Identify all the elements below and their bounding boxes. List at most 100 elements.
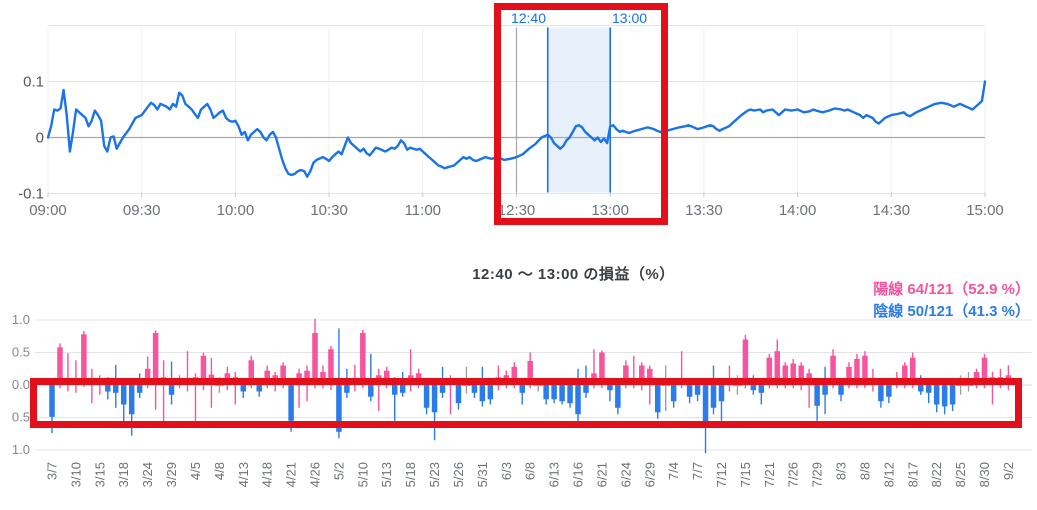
candle-body bbox=[654, 385, 661, 413]
candle-body bbox=[487, 385, 494, 400]
x-tick-label: 5/31 bbox=[475, 462, 490, 487]
y-tick-label: 1.0 bbox=[12, 312, 30, 327]
candle-body bbox=[702, 385, 709, 428]
candle-body bbox=[830, 355, 836, 385]
candle-body bbox=[248, 360, 254, 385]
candle-body bbox=[105, 385, 111, 392]
candle-body bbox=[941, 385, 948, 407]
candle-body bbox=[344, 385, 350, 393]
candle-body bbox=[910, 357, 916, 385]
candle-body bbox=[455, 385, 462, 404]
candle-body bbox=[320, 372, 326, 385]
x-tick-label: 3/15 bbox=[92, 462, 107, 487]
profit-line-series bbox=[46, 80, 987, 178]
x-tick-label: 3/29 bbox=[164, 462, 179, 487]
x-tick-label: 4/21 bbox=[284, 462, 299, 487]
candle-body bbox=[256, 385, 262, 392]
candle-body bbox=[168, 385, 175, 395]
candle-body bbox=[160, 377, 167, 385]
x-tick-label: 3/7 bbox=[45, 462, 60, 480]
candle-body bbox=[670, 385, 677, 402]
candle-body bbox=[607, 385, 613, 391]
y-tick-label: 0.5 bbox=[12, 345, 30, 360]
y-tick-label: 1.0 bbox=[12, 442, 30, 457]
candle-body bbox=[383, 370, 390, 385]
x-tick-label: 9/2 bbox=[1001, 462, 1016, 480]
x-tick-label: 7/7 bbox=[690, 462, 705, 480]
candle-body bbox=[519, 385, 525, 393]
x-tick-label: 7/26 bbox=[786, 462, 801, 487]
x-tick-label: 5/13 bbox=[379, 462, 394, 487]
candle-body bbox=[878, 385, 884, 402]
x-tick-label: 14:00 bbox=[779, 202, 817, 219]
candle-body bbox=[376, 375, 382, 385]
candle-legend: 陽線 64/121（52.9 %） 陰線 50/121（41.3 %） bbox=[873, 279, 1030, 323]
x-tick-label: 11:00 bbox=[405, 202, 441, 219]
candle-body bbox=[200, 355, 207, 385]
x-tick-label: 13:30 bbox=[685, 202, 723, 219]
candle-body bbox=[479, 385, 486, 402]
candle-body bbox=[543, 385, 549, 400]
x-tick-label: 5/10 bbox=[355, 462, 370, 487]
candle-body bbox=[766, 357, 773, 385]
x-tick-label: 5/26 bbox=[451, 462, 466, 487]
candle-body bbox=[503, 375, 510, 385]
x-tick-label: 6/21 bbox=[594, 462, 609, 487]
selection-band[interactable] bbox=[547, 27, 611, 193]
candle-body bbox=[678, 381, 685, 385]
x-tick-label: 4/13 bbox=[236, 462, 251, 487]
candle-body bbox=[726, 381, 733, 385]
candle-body bbox=[718, 385, 725, 402]
candle-body bbox=[1005, 375, 1012, 385]
y-tick-label: 0 bbox=[36, 130, 44, 147]
candle-body bbox=[623, 365, 629, 385]
candle-body bbox=[240, 385, 247, 392]
x-tick-label: 3/24 bbox=[140, 462, 155, 487]
candle-body bbox=[806, 373, 812, 385]
candle-body bbox=[81, 334, 87, 385]
candle-body bbox=[989, 377, 996, 385]
candle-body bbox=[328, 349, 334, 385]
candle-body bbox=[567, 385, 573, 404]
candle-body bbox=[894, 378, 900, 385]
candle-body bbox=[391, 385, 398, 395]
candle-body bbox=[471, 385, 478, 393]
x-tick-label: 6/24 bbox=[618, 462, 633, 487]
selection-start-label: 12:40 bbox=[510, 10, 546, 26]
x-tick-label: 6/13 bbox=[547, 462, 562, 487]
candle-body bbox=[846, 366, 852, 385]
candle-body bbox=[854, 359, 860, 385]
candle-body bbox=[710, 385, 717, 408]
candle-body bbox=[89, 381, 95, 385]
candle-body bbox=[838, 385, 844, 395]
candle-body bbox=[686, 385, 693, 397]
candle-body bbox=[902, 365, 908, 385]
candle-body bbox=[997, 377, 1004, 385]
candle-body bbox=[192, 377, 199, 385]
candle-body bbox=[49, 385, 55, 417]
x-tick-label: 7/15 bbox=[738, 462, 753, 487]
candle-body bbox=[527, 360, 533, 385]
daily-profit-candle-chart[interactable]: 1.0 0.5 0.0 0.5 1.0 3/7 3/10 3/15 3/18 3/24 3/29 4/… bbox=[0, 300, 1037, 510]
intraday-line-chart[interactable]: 09:00 09:30 10:00 10:30 11:00 12:30 13:00 13:30… bbox=[0, 0, 1037, 230]
x-tick-label: 7/29 bbox=[810, 462, 825, 487]
candle-body bbox=[312, 333, 318, 385]
x-tick-label: 4/5 bbox=[188, 462, 203, 480]
legend-up-entry: 陽線 64/121（52.9 %） bbox=[873, 281, 1030, 298]
candle-body bbox=[758, 385, 765, 393]
x-tick-label: 4/26 bbox=[308, 462, 323, 487]
x-tick-label: 15:00 bbox=[966, 202, 1004, 219]
candle-body bbox=[113, 385, 119, 393]
candle-body bbox=[814, 385, 820, 406]
candle-body bbox=[184, 378, 191, 385]
x-tick-label: 4/18 bbox=[260, 462, 275, 487]
candle-body bbox=[615, 385, 621, 408]
candle-body bbox=[949, 385, 956, 405]
candle-body bbox=[368, 385, 374, 397]
selection-end-label: 13:00 bbox=[612, 10, 648, 26]
x-tick-label: 7/12 bbox=[714, 462, 729, 487]
candle-body bbox=[973, 372, 980, 385]
candle-body bbox=[798, 365, 804, 385]
candle-body bbox=[415, 373, 422, 385]
x-tick-label: 5/2 bbox=[331, 462, 346, 480]
